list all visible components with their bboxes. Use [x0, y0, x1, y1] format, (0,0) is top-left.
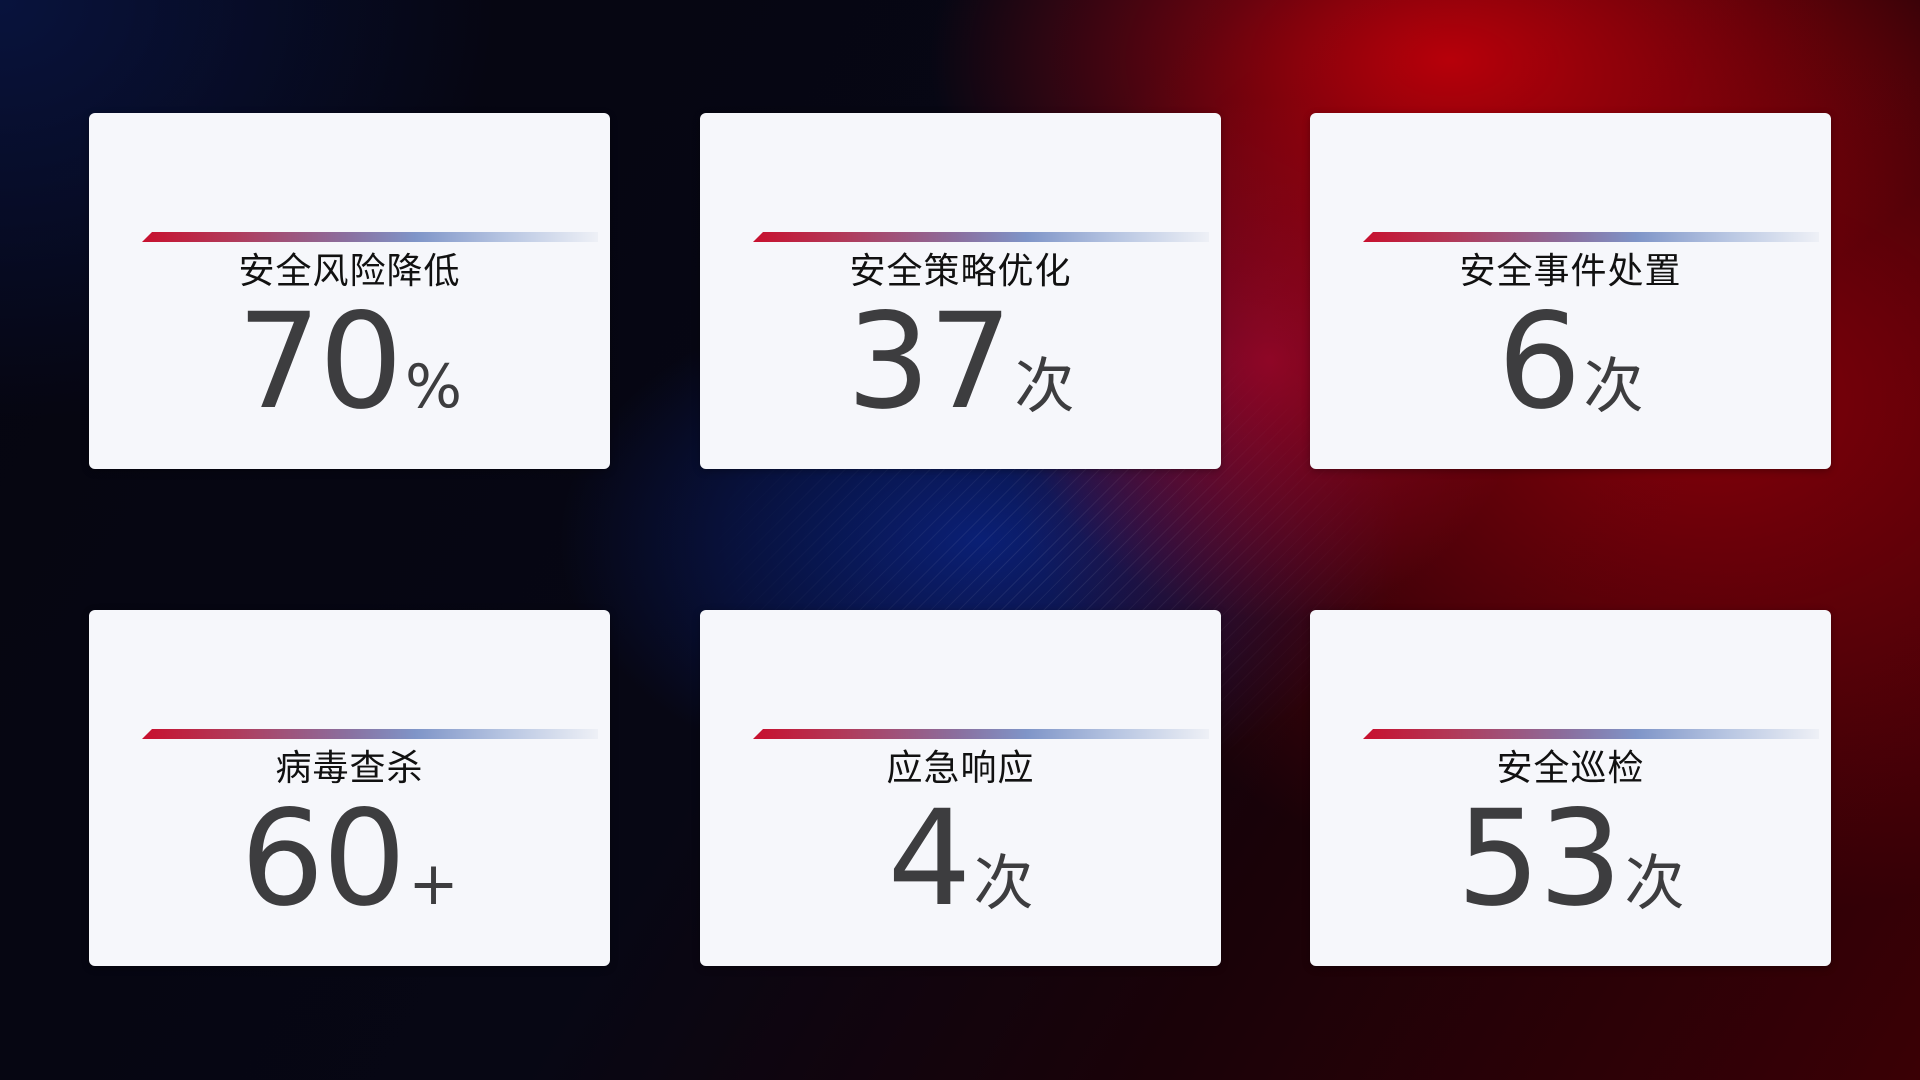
stat-card-policy-optimization: 安全策略优化 37次: [700, 113, 1221, 469]
stat-card-incident-handling: 安全事件处置 6次: [1310, 113, 1831, 469]
card-value: 70%: [89, 285, 610, 439]
value-unit: 次: [1583, 352, 1644, 422]
value-number: 37: [846, 285, 1013, 439]
card-title: 安全风险降低: [238, 251, 461, 292]
card-title: 安全巡检: [1496, 748, 1645, 789]
gradient-divider: [1363, 729, 1819, 739]
stat-card-security-inspection: 安全巡检 53次: [1310, 610, 1831, 966]
value-number: 53: [1456, 782, 1623, 936]
gradient-divider: [142, 729, 598, 739]
gradient-divider: [753, 232, 1209, 242]
gradient-divider: [142, 232, 598, 242]
card-value: 6次: [1310, 285, 1831, 439]
value-unit: 次: [1624, 849, 1685, 919]
stat-card-virus-removal: 病毒查杀 60+: [89, 610, 610, 966]
stat-card-emergency-response: 应急响应 4次: [700, 610, 1221, 966]
value-unit: 次: [973, 849, 1034, 919]
value-number: 4: [887, 782, 972, 936]
value-number: 70: [237, 285, 403, 439]
card-title: 安全策略优化: [849, 251, 1072, 292]
gradient-divider: [753, 729, 1209, 739]
card-title: 安全事件处置: [1459, 251, 1682, 292]
value-number: 60: [240, 782, 406, 936]
value-unit: 次: [1014, 352, 1075, 422]
card-value: 53次: [1310, 782, 1831, 936]
card-value: 60+: [89, 782, 610, 936]
value-unit: +: [408, 849, 459, 919]
stat-card-risk-reduction: 安全风险降低 70%: [89, 113, 610, 469]
value-unit: %: [404, 352, 462, 422]
card-value: 37次: [700, 285, 1221, 439]
value-number: 6: [1497, 285, 1582, 439]
card-title: 病毒查杀: [275, 748, 424, 789]
card-title: 应急响应: [886, 748, 1035, 789]
gradient-divider: [1363, 232, 1819, 242]
card-value: 4次: [700, 782, 1221, 936]
